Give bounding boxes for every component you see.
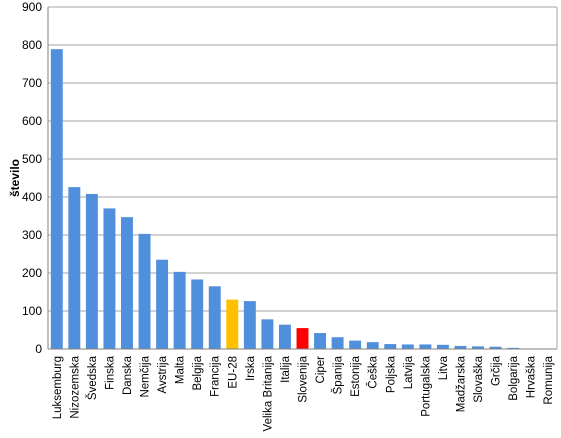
x-tick-label: Hrvaška xyxy=(526,355,538,398)
bar xyxy=(314,333,327,349)
y-tick-label: 100 xyxy=(22,304,42,318)
bar xyxy=(121,217,133,349)
bar xyxy=(278,324,291,349)
bar xyxy=(103,208,116,349)
y-tick-label: 200 xyxy=(22,266,42,280)
y-tick-label: 800 xyxy=(22,38,42,52)
x-tick-label: Bolgarija xyxy=(508,355,520,400)
bar xyxy=(85,193,98,349)
y-tick-label: 500 xyxy=(22,152,42,166)
bar xyxy=(366,342,379,349)
x-tick-label: Madžarska xyxy=(455,355,467,412)
x-tick-label: Francija xyxy=(210,355,222,397)
x-tick-label: Danska xyxy=(122,355,134,395)
bar xyxy=(384,344,397,349)
bar xyxy=(454,345,467,349)
bar xyxy=(507,347,520,349)
bar xyxy=(50,49,63,350)
bar xyxy=(489,346,502,349)
axes xyxy=(47,7,558,350)
bar xyxy=(472,346,484,349)
bar xyxy=(296,328,309,349)
bar xyxy=(243,301,256,349)
x-tick-label: Romunija xyxy=(543,355,555,404)
bar xyxy=(419,344,432,349)
bar xyxy=(226,299,239,349)
x-tick-label: Nemčija xyxy=(140,355,152,397)
x-tick-label: Irska xyxy=(245,355,257,381)
bar xyxy=(331,337,344,349)
x-tick-label: Portugalska xyxy=(420,355,432,416)
bar xyxy=(68,187,81,349)
x-tick-label: EU-28 xyxy=(227,356,239,389)
y-tick-label: 400 xyxy=(22,190,42,204)
x-tick-label: Švedska xyxy=(86,355,99,400)
x-tick-label: Ciper xyxy=(315,356,327,384)
x-axis-labels: Luksemburg Nizozemska Švedska Finska Danska N… xyxy=(52,355,555,431)
y-axis-ticks: 0 100 200 300 400 500 600 700 800 900 xyxy=(22,0,42,356)
y-axis-label: število xyxy=(8,159,22,197)
x-tick-label: Nizozemska xyxy=(69,355,81,418)
bar xyxy=(261,319,274,349)
y-tick-label: 600 xyxy=(22,114,42,128)
x-tick-label: Slovaška xyxy=(473,355,485,402)
bar xyxy=(173,271,186,349)
bar xyxy=(191,279,204,349)
y-tick-label: 900 xyxy=(22,0,42,14)
bar xyxy=(349,340,362,349)
bar xyxy=(138,233,151,349)
x-tick-label: Luksemburg xyxy=(52,356,64,419)
x-tick-label: Estonija xyxy=(350,355,362,397)
bar xyxy=(208,286,221,349)
x-tick-label: Belgija xyxy=(192,355,204,390)
x-tick-label: Latvija xyxy=(403,355,415,389)
y-tick-label: 700 xyxy=(22,76,42,90)
x-tick-label: Velika Britanija xyxy=(262,355,274,431)
x-tick-label: Poljska xyxy=(385,355,397,393)
y-tick-label: 0 xyxy=(35,342,42,356)
x-tick-label: Italija xyxy=(280,355,292,382)
x-tick-label: Češka xyxy=(367,355,380,388)
x-tick-label: Španija xyxy=(332,355,345,394)
bars xyxy=(50,49,520,350)
x-tick-label: Finska xyxy=(104,355,116,389)
x-tick-label: Grčija xyxy=(491,355,503,386)
x-tick-label: Slovenija xyxy=(298,355,310,402)
bar xyxy=(156,259,169,349)
x-tick-label: Malta xyxy=(175,355,187,384)
bar xyxy=(436,344,449,349)
bar xyxy=(401,344,414,349)
x-tick-label: Avstrija xyxy=(157,355,169,393)
y-tick-label: 300 xyxy=(22,228,42,242)
x-tick-label: Litva xyxy=(438,355,450,380)
